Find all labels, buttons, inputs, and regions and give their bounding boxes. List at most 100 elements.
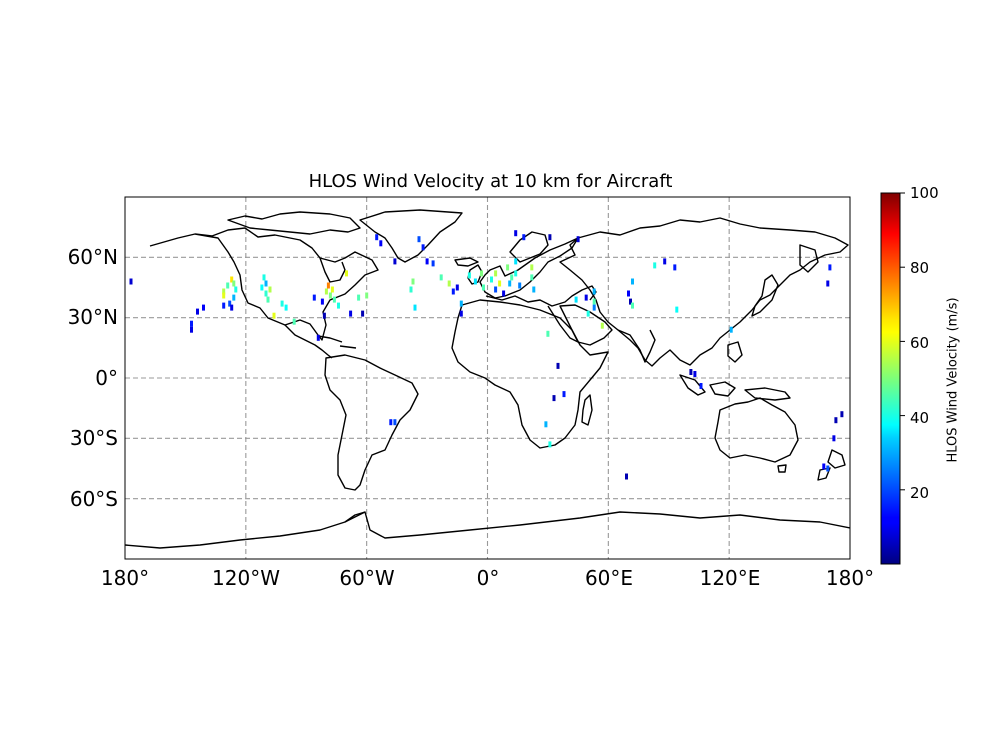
- wind-observation: [447, 280, 451, 287]
- wind-observation: [190, 320, 193, 327]
- colorbar-gradient: [880, 192, 901, 565]
- wind-observation: [490, 276, 493, 283]
- coast-se-asia-islands: [679, 341, 791, 401]
- coast-mediterranean: [485, 285, 597, 307]
- lat-tick-label: 60°N: [67, 245, 118, 269]
- wind-observation: [482, 284, 485, 291]
- coast-south-america: [324, 354, 419, 491]
- wind-observation: [600, 322, 604, 329]
- wind-observation: [592, 298, 596, 305]
- map-title: HLOS Wind Velocity at 10 km for Aircraft: [308, 171, 673, 192]
- wind-observation: [417, 236, 421, 243]
- wind-observation: [822, 463, 826, 470]
- wind-observation: [498, 280, 502, 287]
- wind-observation: [312, 294, 316, 301]
- coast-iceland: [454, 257, 479, 267]
- wind-observation: [431, 260, 435, 267]
- wind-observation: [322, 312, 326, 319]
- coast-antarctica: [125, 511, 850, 549]
- wind-observation: [459, 310, 463, 317]
- wind-observation: [332, 296, 336, 303]
- wind-observation: [627, 290, 630, 297]
- wind-observation: [234, 286, 238, 293]
- wind-observation: [506, 264, 510, 271]
- lat-tick-label: 30°N: [67, 305, 118, 329]
- wind-observation: [262, 274, 266, 281]
- colorbar-tick-label: 80: [910, 259, 930, 277]
- wind-observation: [425, 258, 429, 265]
- coast-madagascar: [581, 394, 593, 426]
- wind-observation: [232, 280, 236, 287]
- lon-tick-label: 120°W: [212, 566, 280, 590]
- wind-observation: [586, 310, 590, 317]
- wind-observation: [222, 302, 226, 309]
- wind-observation: [729, 326, 733, 333]
- coast-caribbean: [317, 335, 357, 349]
- wind-observation: [584, 294, 588, 301]
- coast-north-america: [149, 227, 379, 341]
- wind-observation: [222, 288, 226, 295]
- map-frame: [124, 196, 851, 560]
- wind-observation: [228, 300, 232, 307]
- wind-observation: [532, 286, 536, 293]
- wind-observation: [826, 280, 830, 287]
- coast-arabia: [559, 304, 613, 346]
- wind-observation: [324, 288, 328, 295]
- lon-tick-label: 180°: [100, 566, 150, 590]
- coast-red-sea: [547, 305, 579, 343]
- wind-observation: [272, 312, 276, 319]
- colorbar-label: HLOS Wind Velocity (m/s): [945, 297, 961, 463]
- coast-japan: [751, 274, 779, 317]
- wind-observation: [574, 296, 578, 303]
- wind-observation: [357, 294, 361, 301]
- lon-tick-label: 120°E: [699, 566, 761, 590]
- wind-observation: [840, 411, 844, 418]
- wind-observation: [576, 236, 580, 243]
- lon-tick-label: 180°: [825, 566, 875, 590]
- wind-observation: [326, 282, 330, 289]
- observations-layer: [129, 230, 844, 480]
- wind-observation: [675, 306, 679, 313]
- wind-observation: [284, 304, 288, 311]
- coast-australia: [714, 397, 799, 463]
- wind-observation: [552, 395, 556, 402]
- wind-observation: [190, 326, 193, 333]
- wind-observation: [548, 234, 552, 241]
- wind-observation: [230, 304, 234, 311]
- wind-observation: [379, 240, 383, 247]
- wind-observation: [268, 286, 272, 293]
- wind-observation: [673, 264, 677, 271]
- wind-observation: [202, 304, 205, 311]
- colorbar-tick-label: 100: [910, 184, 939, 202]
- wind-observation: [832, 435, 836, 442]
- coast-arctic-canada: [227, 211, 361, 235]
- wind-observation: [196, 308, 199, 315]
- wind-observation: [232, 294, 236, 301]
- lat-tick-label: 60°S: [69, 487, 118, 511]
- wind-observation: [389, 419, 393, 426]
- wind-observation: [413, 304, 417, 311]
- wind-observation: [264, 290, 268, 297]
- wind-observation: [592, 304, 596, 311]
- wind-observation: [546, 330, 550, 337]
- wind-observation: [365, 292, 369, 299]
- wind-observation: [439, 274, 443, 281]
- lon-tick-label: 60°E: [584, 566, 634, 590]
- wind-observation: [459, 300, 463, 307]
- lon-tick-label: 60°W: [339, 566, 395, 590]
- wind-observation: [625, 473, 628, 480]
- coast-tasmania: [777, 464, 787, 473]
- wind-observation: [421, 244, 425, 251]
- wind-observation: [629, 298, 632, 305]
- colorbar-tick-label: 40: [910, 409, 930, 427]
- wind-observation: [330, 286, 334, 293]
- coast-antarctic-peninsula: [344, 511, 366, 523]
- wind-observation: [828, 264, 832, 271]
- colorbar-tick-label: 20: [910, 484, 930, 502]
- coast-central-america: [284, 324, 333, 359]
- wind-observation: [320, 298, 324, 305]
- wind-observation: [494, 286, 498, 293]
- colorbar-tick-marks: [900, 192, 905, 491]
- wind-observation: [409, 286, 413, 293]
- wind-observation: [494, 270, 498, 277]
